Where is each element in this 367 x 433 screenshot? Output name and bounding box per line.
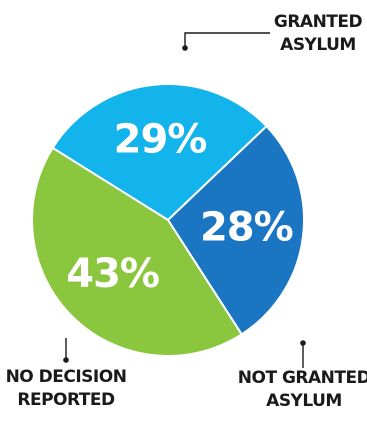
callout-label-line: ASYLUM xyxy=(266,391,342,411)
pie-slice-granted xyxy=(51,83,268,221)
pie-callouts: GRANTED ASYLUM NOT GRANTED ASYLUM NO DECISIO… xyxy=(6,12,367,411)
pie-slice-no-decision xyxy=(31,146,243,357)
callout-dot xyxy=(182,45,188,51)
pie-slices xyxy=(31,83,305,357)
callout-label-line: ASYLUM xyxy=(280,35,356,55)
callout-label-line: GRANTED xyxy=(274,12,363,32)
callout-no-decision: NO DECISION REPORTED xyxy=(6,338,127,410)
callout-label-line: NOT GRANTED xyxy=(238,368,367,388)
callout-label-line: REPORTED xyxy=(17,390,115,410)
pie-value-label-no-decision: 43% xyxy=(66,251,159,297)
callout-dot xyxy=(63,357,69,363)
callout-not-granted: NOT GRANTED ASYLUM xyxy=(238,340,367,411)
callout-leader-line xyxy=(184,32,270,48)
callout-dot xyxy=(300,340,306,346)
callout-label-line: NO DECISION xyxy=(6,367,127,387)
callout-granted: GRANTED ASYLUM xyxy=(182,12,363,55)
pie-value-label-granted: 29% xyxy=(114,117,207,163)
pie-slice-not-granted xyxy=(167,125,305,336)
pie-value-labels: 29% 28% 43% xyxy=(66,117,293,298)
pie-value-label-not-granted: 28% xyxy=(200,204,293,250)
